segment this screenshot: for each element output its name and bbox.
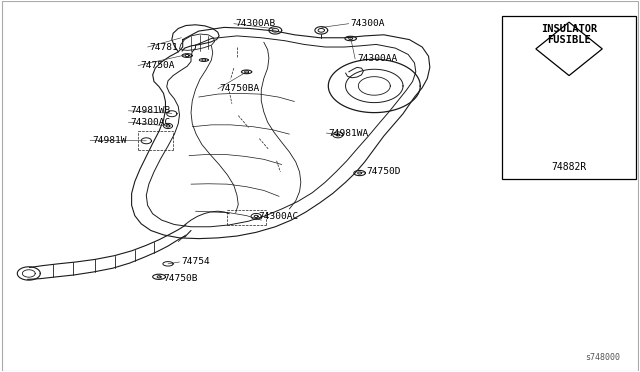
Text: 74300AB: 74300AB [236, 19, 276, 28]
Text: 74750D: 74750D [367, 167, 401, 176]
Text: 74981W: 74981W [92, 136, 127, 145]
Text: 74781: 74781 [150, 42, 179, 51]
Text: 74981WA: 74981WA [328, 128, 369, 138]
Text: 74300A: 74300A [351, 19, 385, 28]
Text: INSULATOR: INSULATOR [541, 24, 597, 34]
Text: 74300AA: 74300AA [357, 54, 397, 63]
Text: FUSIBLE: FUSIBLE [547, 35, 591, 45]
Text: 74300AC: 74300AC [131, 118, 171, 127]
Text: s748000: s748000 [585, 353, 620, 362]
Bar [502, 16, 636, 179]
Text: 74750BA: 74750BA [220, 84, 260, 93]
Text: 74882R: 74882R [552, 162, 587, 172]
Text: 74300AC: 74300AC [258, 212, 298, 221]
Text: 74750B: 74750B [164, 274, 198, 283]
Text: 74981WB: 74981WB [131, 106, 171, 115]
Text: 74754: 74754 [181, 257, 210, 266]
Text: 74750A: 74750A [140, 61, 175, 70]
